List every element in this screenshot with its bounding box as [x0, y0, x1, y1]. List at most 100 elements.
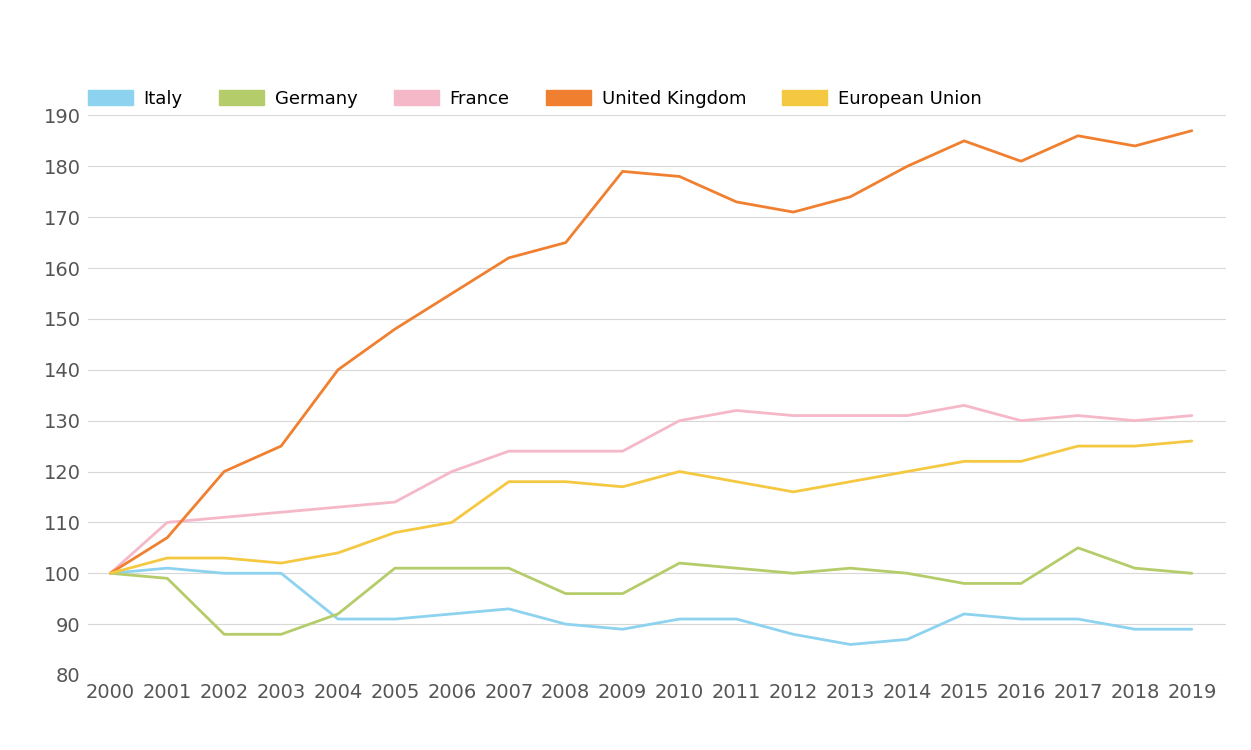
European Union	[729, 477, 744, 486]
Germany	[1185, 568, 1200, 578]
Line: Italy: Italy	[110, 568, 1192, 644]
United Kingdom	[729, 197, 744, 206]
United Kingdom	[558, 238, 573, 247]
France	[388, 497, 403, 506]
France	[957, 401, 972, 410]
Italy	[216, 568, 231, 578]
France	[558, 447, 573, 456]
Line: Germany: Germany	[110, 548, 1192, 634]
Italy	[1185, 625, 1200, 634]
European Union	[1013, 457, 1028, 466]
European Union	[1071, 442, 1086, 451]
United Kingdom	[330, 365, 345, 374]
France	[216, 513, 231, 522]
France	[1071, 411, 1086, 420]
Germany	[786, 568, 801, 578]
European Union	[786, 488, 801, 496]
France	[729, 406, 744, 415]
France	[502, 447, 517, 456]
France	[1185, 411, 1200, 420]
Italy	[672, 614, 687, 623]
Germany	[843, 564, 858, 573]
France	[103, 568, 118, 578]
European Union	[843, 477, 858, 486]
France	[160, 518, 175, 527]
European Union	[957, 457, 972, 466]
European Union	[160, 554, 175, 562]
United Kingdom	[899, 162, 914, 171]
Italy	[843, 640, 858, 649]
European Union	[502, 477, 517, 486]
Italy	[444, 610, 459, 619]
Italy	[558, 620, 573, 628]
Italy	[729, 614, 744, 623]
European Union	[672, 467, 687, 476]
European Union	[444, 518, 459, 527]
Italy	[1127, 625, 1142, 634]
Italy	[274, 568, 289, 578]
European Union	[103, 568, 118, 578]
France	[786, 411, 801, 420]
United Kingdom	[1013, 157, 1028, 166]
United Kingdom	[216, 467, 231, 476]
United Kingdom	[786, 208, 801, 217]
Germany	[444, 564, 459, 573]
France	[330, 503, 345, 512]
United Kingdom	[444, 289, 459, 298]
Italy	[786, 630, 801, 639]
United Kingdom	[1071, 131, 1086, 140]
France	[899, 411, 914, 420]
France	[1013, 416, 1028, 425]
Italy	[160, 564, 175, 573]
United Kingdom	[1185, 126, 1200, 135]
France	[1127, 416, 1142, 425]
United Kingdom	[957, 136, 972, 146]
European Union	[1127, 442, 1142, 451]
United Kingdom	[388, 325, 403, 334]
United Kingdom	[274, 442, 289, 451]
Germany	[558, 589, 573, 598]
Germany	[160, 574, 175, 583]
Italy	[899, 635, 914, 644]
France	[444, 467, 459, 476]
Italy	[615, 625, 631, 634]
France	[274, 508, 289, 517]
Italy	[1013, 614, 1028, 623]
United Kingdom	[843, 192, 858, 201]
European Union	[330, 548, 345, 557]
France	[615, 447, 631, 456]
Germany	[615, 589, 631, 598]
United Kingdom	[1127, 142, 1142, 151]
Germany	[672, 559, 687, 568]
Germany	[899, 568, 914, 578]
European Union	[615, 482, 631, 491]
Italy	[103, 568, 118, 578]
Italy	[957, 610, 972, 619]
Italy	[1071, 614, 1086, 623]
United Kingdom	[103, 568, 118, 578]
United Kingdom	[615, 167, 631, 176]
Italy	[330, 614, 345, 623]
Germany	[216, 630, 231, 639]
France	[843, 411, 858, 420]
European Union	[216, 554, 231, 562]
Line: France: France	[110, 406, 1192, 573]
European Union	[558, 477, 573, 486]
Germany	[957, 579, 972, 588]
Germany	[1127, 564, 1142, 573]
Italy	[502, 604, 517, 613]
Germany	[330, 610, 345, 619]
United Kingdom	[160, 533, 175, 542]
Germany	[729, 564, 744, 573]
European Union	[274, 559, 289, 568]
Germany	[1071, 543, 1086, 552]
European Union	[899, 467, 914, 476]
Legend: Italy, Germany, France, United Kingdom, European Union: Italy, Germany, France, United Kingdom, …	[88, 90, 982, 108]
Germany	[103, 568, 118, 578]
Germany	[1013, 579, 1028, 588]
United Kingdom	[502, 254, 517, 262]
Germany	[388, 564, 403, 573]
United Kingdom	[672, 172, 687, 181]
Line: United Kingdom: United Kingdom	[110, 130, 1192, 573]
France	[672, 416, 687, 425]
